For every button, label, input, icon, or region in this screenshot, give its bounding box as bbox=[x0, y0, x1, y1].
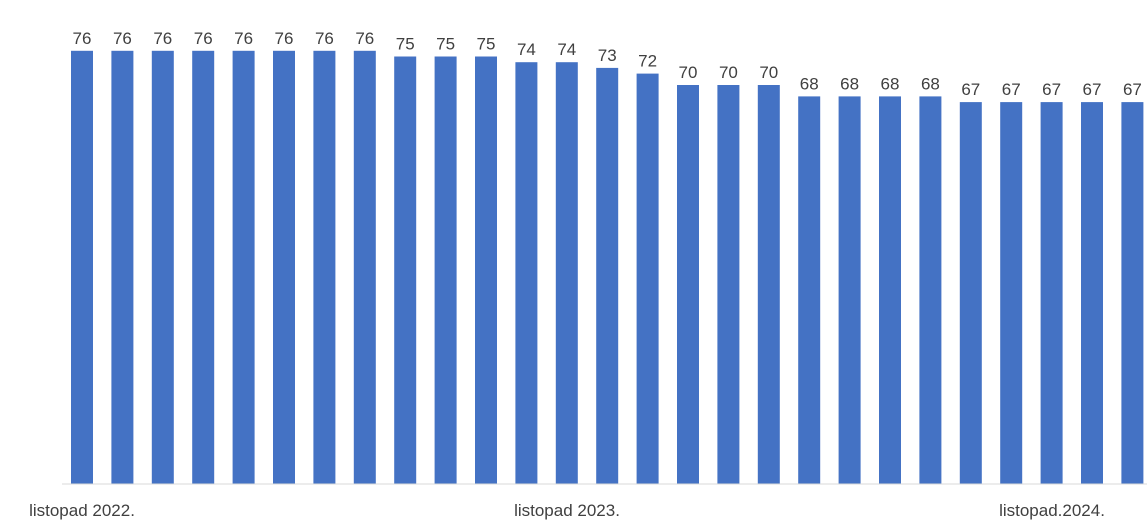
bar-value-label: 76 bbox=[194, 29, 213, 48]
x-tick-label: listopad 2023. bbox=[514, 501, 620, 520]
bar-value-label: 67 bbox=[1002, 80, 1021, 99]
bar-value-label: 76 bbox=[234, 29, 253, 48]
bar bbox=[475, 56, 497, 484]
bar bbox=[798, 96, 821, 485]
bar bbox=[717, 85, 740, 484]
bar-value-label: 74 bbox=[557, 40, 576, 59]
bar-value-label: 75 bbox=[477, 35, 496, 54]
bar-value-label: 76 bbox=[153, 29, 172, 48]
bar bbox=[1081, 102, 1103, 484]
x-tick-labels-group: listopad 2022. listopad 2023. listopad.2… bbox=[29, 501, 1105, 520]
bar bbox=[596, 67, 619, 485]
bar bbox=[434, 56, 457, 484]
bar-value-label: 70 bbox=[679, 63, 698, 82]
bar bbox=[1000, 102, 1023, 484]
bar bbox=[394, 56, 417, 484]
bar-value-label: 68 bbox=[840, 74, 859, 93]
bar-value-label: 73 bbox=[598, 46, 617, 65]
bar bbox=[555, 62, 578, 484]
bar-value-label: 76 bbox=[355, 29, 374, 48]
bar-value-label: 76 bbox=[73, 29, 92, 48]
x-tick-label: listopad.2024. bbox=[999, 501, 1105, 520]
bar bbox=[353, 50, 376, 485]
bar-value-label: 67 bbox=[961, 80, 980, 99]
bar bbox=[677, 85, 699, 484]
bar-value-label: 74 bbox=[517, 40, 536, 59]
bar bbox=[515, 62, 538, 484]
bar bbox=[879, 96, 901, 485]
bars-group bbox=[71, 50, 1144, 485]
bar bbox=[636, 73, 659, 484]
x-tick-label: listopad 2022. bbox=[29, 501, 135, 520]
bar bbox=[313, 50, 336, 485]
bar bbox=[71, 50, 93, 485]
bar-value-label: 75 bbox=[396, 35, 415, 54]
bar bbox=[1121, 102, 1144, 484]
bar bbox=[919, 96, 942, 485]
bar bbox=[959, 102, 982, 484]
bar-value-label: 68 bbox=[881, 74, 900, 93]
bar-value-label: 67 bbox=[1042, 80, 1061, 99]
bar bbox=[838, 96, 861, 485]
bar bbox=[757, 85, 780, 484]
bar-value-label: 76 bbox=[113, 29, 132, 48]
bar bbox=[111, 50, 134, 485]
bar bbox=[1040, 102, 1063, 484]
bar-value-label: 70 bbox=[719, 63, 738, 82]
bar-value-label: 75 bbox=[436, 35, 455, 54]
bar-value-label: 72 bbox=[638, 52, 657, 71]
data-labels-group: 76 76 76 76 76 76 76 76 75 75 75 74 74 73 72 70 70 70 68 68… bbox=[73, 29, 1142, 99]
bar-value-label: 76 bbox=[275, 29, 294, 48]
bar-value-label: 68 bbox=[921, 74, 940, 93]
bar-value-label: 67 bbox=[1083, 80, 1102, 99]
bar bbox=[273, 50, 295, 485]
bar bbox=[151, 50, 174, 485]
bar bbox=[232, 50, 255, 485]
bar-value-label: 70 bbox=[759, 63, 778, 82]
bar-value-label: 76 bbox=[315, 29, 334, 48]
bar bbox=[192, 50, 215, 485]
bar-value-label: 67 bbox=[1123, 80, 1142, 99]
bar-value-label: 68 bbox=[800, 74, 819, 93]
